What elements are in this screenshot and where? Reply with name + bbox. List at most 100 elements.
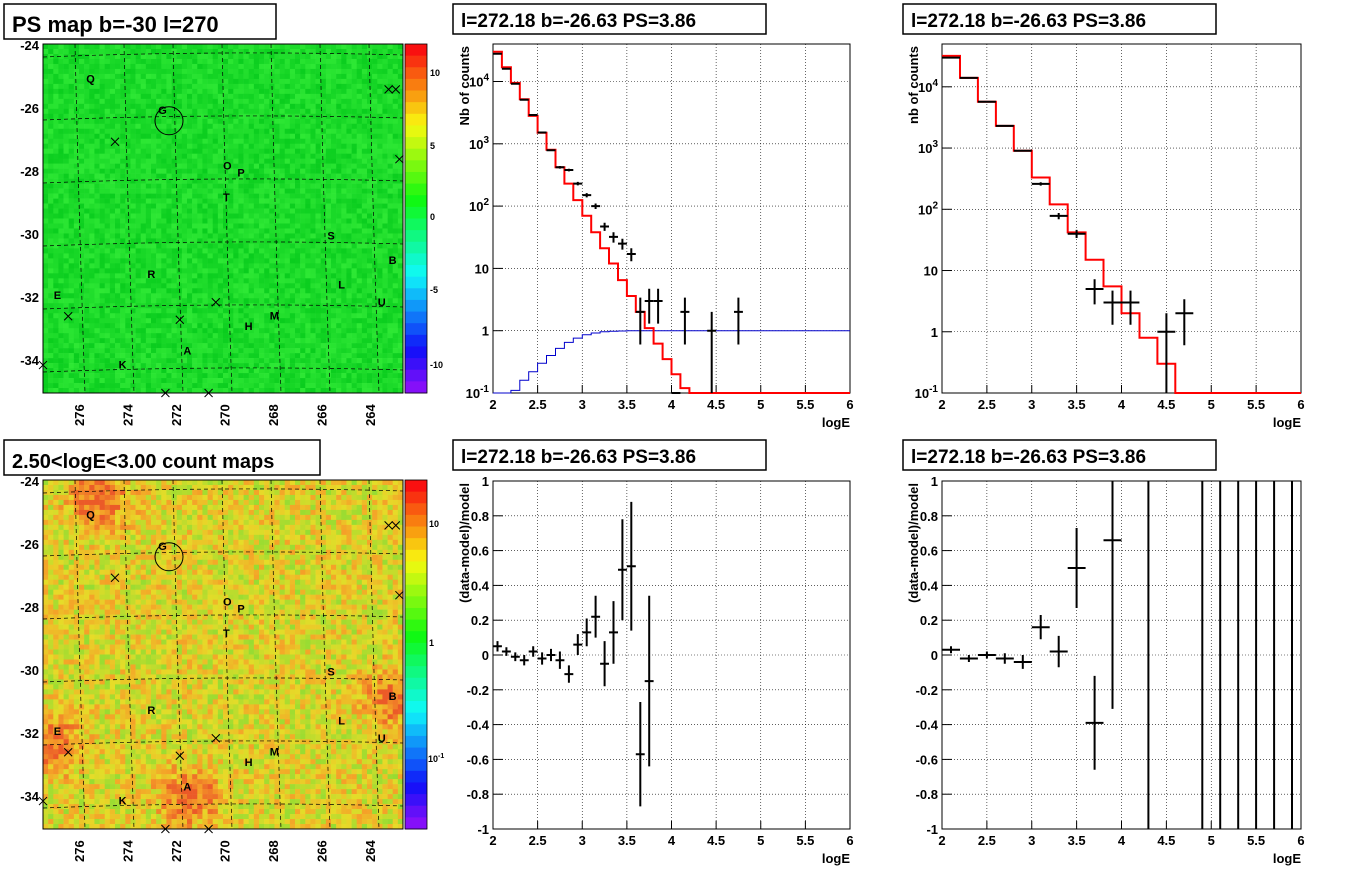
- map-cell: [109, 273, 116, 279]
- map-cell: [99, 333, 106, 339]
- map-cell: [58, 53, 64, 60]
- map-cell: [279, 303, 286, 309]
- map-cell: [73, 308, 80, 314]
- map-cell: [120, 163, 126, 169]
- map-cell: [269, 328, 275, 334]
- map-cell: [115, 78, 121, 85]
- map-cell: [217, 278, 224, 284]
- map-cell: [115, 143, 121, 149]
- map-cell: [259, 283, 265, 289]
- map-cell: [176, 328, 183, 334]
- map-cell: [238, 348, 244, 354]
- map-cell: [109, 98, 116, 105]
- map-cell: [99, 193, 106, 199]
- map-cell: [351, 58, 358, 65]
- map-cell: [89, 78, 95, 85]
- map-cell: [346, 313, 352, 319]
- map-cell: [192, 173, 198, 179]
- map-cell: [356, 323, 363, 329]
- map-cell: [181, 213, 188, 219]
- map-cell: [43, 73, 49, 80]
- map-cell: [356, 103, 363, 110]
- map-cell: [223, 103, 229, 110]
- map-cell: [387, 368, 394, 374]
- map-cell: [397, 83, 404, 90]
- map-cell: [274, 103, 280, 110]
- map-cell: [53, 44, 59, 50]
- map-cell: [243, 193, 250, 199]
- map-cell: [228, 248, 234, 254]
- map-cell: [269, 278, 275, 284]
- map-cell: [151, 118, 157, 125]
- map-cell: [289, 208, 296, 214]
- map-cell: [320, 273, 327, 279]
- map-cell: [145, 223, 152, 229]
- map-cell: [181, 108, 188, 115]
- map-cell: [243, 343, 250, 349]
- map-cell: [320, 368, 327, 374]
- map-cell: [228, 63, 234, 70]
- map-cell: [202, 363, 208, 369]
- map-cell: [109, 263, 116, 269]
- map-cell: [94, 263, 100, 269]
- map-cell: [346, 78, 352, 85]
- map-cell: [325, 123, 332, 130]
- map-cell: [68, 218, 75, 224]
- map-cell: [89, 323, 95, 329]
- map-cell: [233, 388, 239, 394]
- map-cell: [279, 143, 286, 149]
- map-cell: [79, 198, 85, 204]
- map-cell: [356, 68, 363, 75]
- map-cell: [387, 63, 394, 70]
- map-cell: [109, 358, 116, 364]
- map-cell: [320, 88, 327, 95]
- map-cell: [99, 238, 106, 244]
- map-cell: [89, 63, 95, 70]
- map-cell: [300, 383, 306, 389]
- map-cell: [325, 383, 332, 389]
- map-cell: [315, 68, 322, 75]
- map-cell: [176, 118, 183, 125]
- map-cell: [187, 388, 193, 394]
- map-cell: [104, 63, 111, 70]
- map-cell: [295, 93, 301, 100]
- map-cell: [284, 363, 291, 369]
- map-cell: [176, 78, 183, 85]
- map-cell: [202, 93, 208, 100]
- map-cell: [346, 258, 352, 264]
- map-cell: [367, 328, 373, 334]
- map-cell: [212, 338, 219, 344]
- map-cell: [238, 93, 244, 100]
- map-cell: [325, 263, 332, 269]
- map-cell: [217, 333, 224, 339]
- map-cell: [125, 303, 131, 309]
- map-cell: [289, 378, 296, 384]
- map-cell: [346, 248, 352, 254]
- map-cell: [99, 328, 106, 334]
- map-cell: [228, 123, 234, 130]
- map-cell: [207, 268, 214, 274]
- map-cell: [243, 373, 250, 379]
- map-cell: [84, 243, 90, 249]
- map-cell: [295, 288, 301, 294]
- map-cell: [367, 168, 373, 174]
- map-cell: [156, 223, 162, 229]
- map-cell: [392, 158, 399, 164]
- map-cell: [145, 313, 152, 319]
- map-cell: [120, 308, 126, 314]
- map-cell: [377, 378, 383, 384]
- map-cell: [181, 283, 188, 289]
- map-cell: [156, 218, 162, 224]
- map-cell: [181, 78, 188, 85]
- map-cell: [351, 118, 358, 125]
- map-cell: [161, 168, 167, 174]
- map-cell: [79, 268, 85, 274]
- map-cell: [73, 188, 80, 194]
- map-cell: [197, 258, 203, 264]
- map-cell: [397, 168, 404, 174]
- map-cell: [243, 208, 250, 214]
- map-cell: [140, 168, 147, 174]
- map-cell: [310, 133, 316, 140]
- map-cell: [140, 348, 147, 354]
- map-cell: [181, 358, 188, 364]
